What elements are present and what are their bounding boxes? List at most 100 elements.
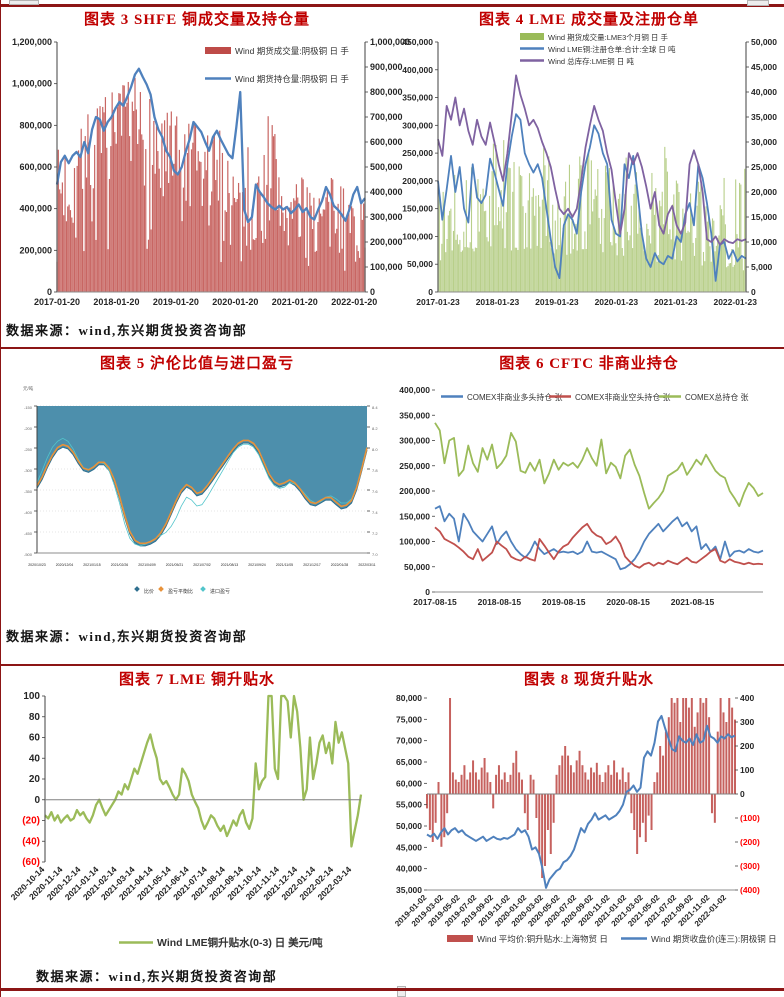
svg-text:100: 100: [740, 765, 754, 775]
series-line: [434, 522, 764, 569]
svg-text:200,000: 200,000: [19, 245, 52, 255]
svg-text:700,000: 700,000: [370, 112, 403, 122]
svg-text:1,000,000: 1,000,000: [12, 79, 52, 89]
svg-text:400,000: 400,000: [399, 385, 430, 395]
svg-text:2021/09/24: 2021/09/24: [248, 563, 266, 567]
series-bars: [56, 77, 366, 293]
chart-title-3: 图表 3 SHFE 铜成交量及持仓量: [84, 12, 310, 28]
svg-text:Wind LME铜:注册仓单:合计:全球 日 吨: Wind LME铜:注册仓单:合计:全球 日 吨: [548, 44, 676, 54]
svg-text:250,000: 250,000: [399, 461, 430, 471]
svg-text:2020-01-23: 2020-01-23: [595, 297, 639, 307]
svg-text:Wind 期货成交量:LME3个月铜 日 手: Wind 期货成交量:LME3个月铜 日 手: [548, 32, 669, 42]
svg-text:1,000,000: 1,000,000: [370, 37, 410, 47]
svg-text:65,000: 65,000: [396, 757, 422, 767]
svg-text:450,000: 450,000: [402, 37, 433, 47]
svg-text:(60): (60): [22, 857, 40, 868]
svg-text:50,000: 50,000: [404, 562, 430, 572]
source-note-3: 数据来源：wind,东兴期货投资咨询部: [36, 969, 278, 984]
svg-text:60: 60: [29, 733, 41, 744]
svg-text:35,000: 35,000: [751, 112, 777, 122]
svg-text:80,000: 80,000: [396, 693, 422, 703]
svg-text:0: 0: [34, 795, 40, 806]
svg-text:7.8: 7.8: [372, 468, 378, 473]
svg-text:55,000: 55,000: [396, 800, 422, 810]
svg-text:2020-01-20: 2020-01-20: [212, 297, 258, 307]
svg-text:500,000: 500,000: [370, 162, 403, 172]
svg-text:800,000: 800,000: [19, 120, 52, 130]
series-line: [36, 439, 368, 545]
svg-text:-200: -200: [24, 426, 33, 431]
svg-text:35,000: 35,000: [396, 885, 422, 895]
ui-artifact: [9, 0, 39, 5]
svg-text:2022/01/28: 2022/01/28: [331, 563, 349, 567]
svg-text:-150: -150: [24, 405, 33, 410]
svg-text:2021-01-23: 2021-01-23: [654, 297, 698, 307]
svg-text:Wind 期货持仓量:阴极铜 日 手: Wind 期货持仓量:阴极铜 日 手: [235, 74, 349, 84]
source-note-2: 数据来源：wind,东兴期货投资咨询部: [6, 629, 248, 644]
svg-text:2021/12/17: 2021/12/17: [303, 563, 321, 567]
chart-figure-lme-premium: 100806040200(20)(40)(60)2020-10-142020-1…: [9, 691, 363, 949]
separator-rule-2: [1, 664, 784, 666]
chart-title-8: 图表 8 现货升贴水: [523, 672, 654, 688]
svg-text:-350: -350: [24, 489, 33, 494]
svg-text:7.6: 7.6: [372, 489, 378, 494]
series-line: [437, 74, 747, 246]
svg-text:40,000: 40,000: [751, 87, 777, 97]
svg-text:2022-01-23: 2022-01-23: [713, 297, 757, 307]
svg-text:2021/07/02: 2021/07/02: [193, 563, 211, 567]
svg-text:70,000: 70,000: [396, 736, 422, 746]
svg-text:Wind 平均价:铜升贴水:上海物贸 日: Wind 平均价:铜升贴水:上海物贸 日: [477, 934, 608, 944]
svg-text:1,200,000: 1,200,000: [12, 37, 52, 47]
svg-text:400,000: 400,000: [370, 187, 403, 197]
svg-text:7.4: 7.4: [372, 510, 378, 515]
svg-text:150,000: 150,000: [399, 511, 430, 521]
svg-text:2021/04/09: 2021/04/09: [138, 563, 156, 567]
svg-text:100,000: 100,000: [399, 537, 430, 547]
chart-title-7: 图表 7 LME 铜升贴水: [119, 672, 275, 688]
svg-text:300,000: 300,000: [370, 212, 403, 222]
svg-text:200,000: 200,000: [399, 486, 430, 496]
separator-rule-1: [1, 347, 784, 349]
svg-text:5,000: 5,000: [751, 262, 773, 272]
svg-text:40: 40: [29, 753, 41, 764]
svg-text:0: 0: [751, 287, 756, 297]
svg-text:(100): (100): [740, 813, 760, 823]
svg-text:(40): (40): [22, 836, 40, 847]
series-line: [434, 505, 764, 571]
svg-text:2021-08-15: 2021-08-15: [671, 597, 715, 607]
svg-text:600,000: 600,000: [370, 137, 403, 147]
svg-text:100,000: 100,000: [402, 231, 433, 241]
svg-text:40,000: 40,000: [396, 864, 422, 874]
svg-text:Wind 期货收盘价(连三):阴极铜 日: Wind 期货收盘价(连三):阴极铜 日: [651, 934, 777, 944]
svg-text:300,000: 300,000: [399, 436, 430, 446]
svg-text:0: 0: [740, 789, 745, 799]
svg-text:(300): (300): [740, 861, 760, 871]
chart-title-5: 图表 5 沪伦比值与进口盈亏: [99, 356, 294, 372]
svg-text:350,000: 350,000: [399, 410, 430, 420]
svg-text:150,000: 150,000: [402, 204, 433, 214]
chart-title-6: 图表 6 CFTC 非商业持仓: [499, 356, 679, 372]
svg-text:50,000: 50,000: [751, 37, 777, 47]
svg-text:-500: -500: [24, 552, 33, 557]
svg-text:2020/10/23: 2020/10/23: [28, 563, 46, 567]
svg-text:进口盈亏: 进口盈亏: [210, 588, 230, 595]
svg-text:-300: -300: [24, 468, 33, 473]
svg-text:200,000: 200,000: [402, 176, 433, 186]
svg-text:(20): (20): [22, 816, 40, 827]
svg-text:8.0: 8.0: [372, 447, 378, 452]
svg-text:75,000: 75,000: [396, 714, 422, 724]
svg-text:300,000: 300,000: [402, 120, 433, 130]
svg-text:2020-08-15: 2020-08-15: [606, 597, 650, 607]
svg-text:800,000: 800,000: [370, 87, 403, 97]
series-line: [44, 694, 363, 848]
svg-text:30,000: 30,000: [751, 137, 777, 147]
svg-text:2022-01-20: 2022-01-20: [331, 297, 377, 307]
svg-text:7.2: 7.2: [372, 531, 378, 536]
svg-text:2017-01-23: 2017-01-23: [416, 297, 460, 307]
svg-text:2021/02/26: 2021/02/26: [111, 563, 129, 567]
svg-text:8.4: 8.4: [372, 405, 378, 410]
svg-text:-250: -250: [24, 447, 33, 452]
svg-text:50,000: 50,000: [407, 259, 433, 269]
series-line: [437, 113, 747, 282]
